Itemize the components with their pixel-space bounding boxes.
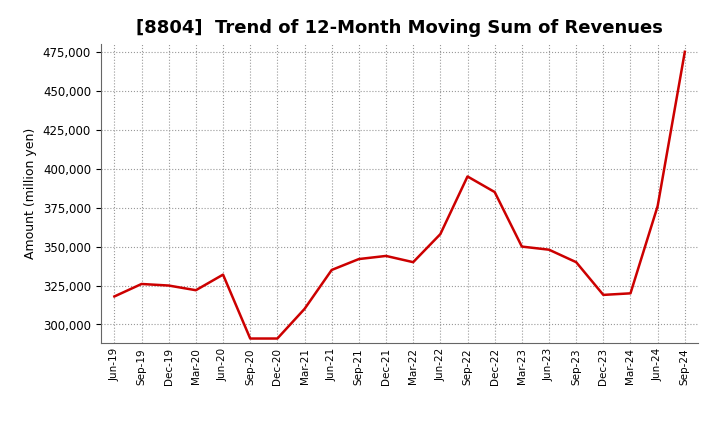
Title: [8804]  Trend of 12-Month Moving Sum of Revenues: [8804] Trend of 12-Month Moving Sum of R… (136, 19, 663, 37)
Y-axis label: Amount (million yen): Amount (million yen) (24, 128, 37, 259)
